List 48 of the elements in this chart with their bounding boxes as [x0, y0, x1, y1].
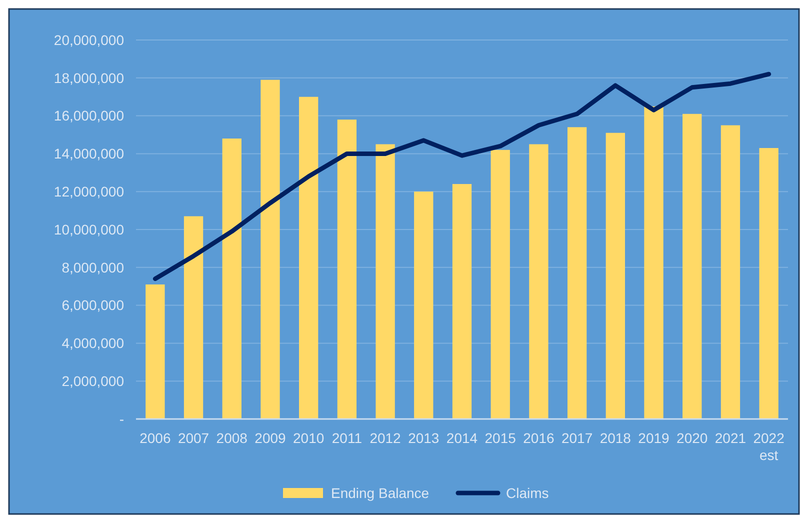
x-tick-label: 2018 [600, 430, 632, 446]
bar [682, 114, 702, 419]
x-tick-label: 2006 [140, 430, 171, 446]
legend-label: Ending Balance [331, 484, 430, 501]
bar [337, 120, 357, 419]
y-tick-label: 18,000,000 [54, 70, 124, 86]
x-tick-label: 2016 [523, 430, 554, 446]
x-tick-label: 2022 est [753, 430, 785, 463]
bar [222, 138, 242, 419]
x-tick-label: 2009 [254, 430, 286, 446]
x-tick-label: 2008 [216, 430, 248, 446]
y-tick-label: 12,000,000 [54, 184, 124, 200]
y-tick-label: 8,000,000 [62, 259, 124, 276]
x-tick-label: 2021 [714, 430, 746, 446]
x-tick-label: 2020 [676, 430, 708, 446]
bar [260, 80, 280, 419]
line-series [152, 72, 772, 282]
x-tick-label: 2017 [561, 430, 593, 446]
y-tick-label: 2,000,000 [62, 373, 124, 389]
y-tick-label: 4,000,000 [62, 335, 124, 352]
bar [529, 144, 548, 419]
bar [299, 96, 318, 419]
bar [606, 132, 625, 419]
y-tick-label: 16,000,000 [54, 108, 124, 124]
bar [720, 125, 740, 419]
bar [452, 184, 472, 419]
y-tick-label: 6,000,000 [62, 297, 124, 314]
bar [490, 150, 510, 419]
x-tick-label: 2019 [638, 430, 670, 446]
bar [567, 127, 587, 419]
y-tick-label: 20,000,000 [54, 32, 124, 48]
x-tick-label: 2014 [446, 430, 478, 446]
bar [414, 192, 434, 419]
x-tick-label: 2011 [332, 430, 362, 446]
bar [644, 106, 664, 419]
x-tick-label: 2007 [178, 430, 210, 446]
bar [184, 216, 204, 419]
x-tick-label: 2012 [370, 430, 402, 446]
bar [376, 144, 395, 419]
x-tick-label: 2013 [408, 430, 440, 446]
y-tick-label: 14,000,000 [54, 146, 124, 162]
bar [146, 284, 165, 419]
y-tick-label: - [119, 410, 124, 427]
x-tick-label: 2010 [293, 430, 324, 446]
legend-label: Claims [506, 484, 549, 501]
y-tick-label: 10,000,000 [54, 221, 124, 238]
x-tick-label: 2015 [484, 430, 516, 446]
bar [759, 148, 778, 419]
